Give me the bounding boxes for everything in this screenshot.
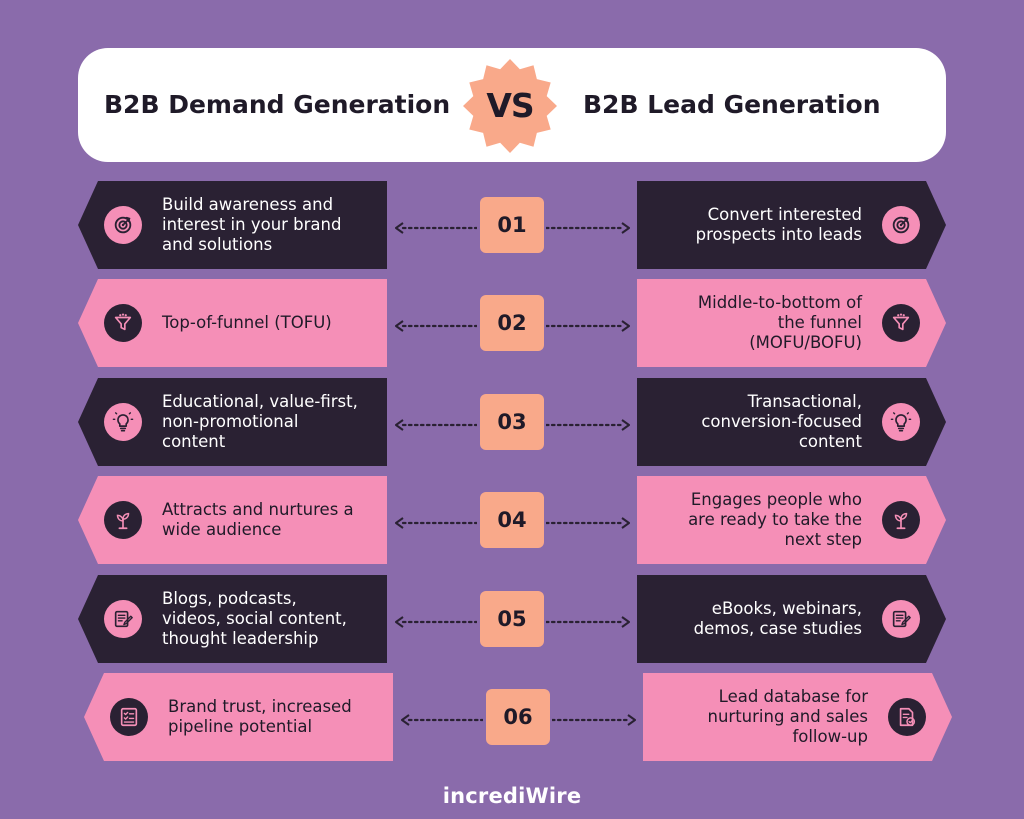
left-card-text: Top-of-funnel (TOFU)	[162, 313, 332, 333]
right-card-02: Middle-to-bottom of the funnel (MOFU/BOFU)	[637, 279, 946, 367]
connector-arrow-left	[395, 514, 479, 529]
target-icon	[882, 206, 920, 244]
vs-star-shape	[463, 59, 557, 153]
left-card-06: Brand trust, increased pipeline potential	[84, 673, 393, 761]
document-check-icon	[888, 698, 926, 736]
connector-arrow-left	[395, 613, 479, 628]
row-number-badge: 06	[486, 689, 550, 745]
card-text-line: interest in your brand	[162, 215, 342, 234]
right-card-03: Transactional, conversion-focused content	[637, 378, 946, 466]
lightbulb-icon	[104, 403, 142, 441]
left-card-text: Educational, value-first, non-promotional…	[162, 392, 358, 452]
right-card-04: Engages people who are ready to take the n…	[637, 476, 946, 564]
left-card-text: Attracts and nurtures a wide audience	[162, 500, 354, 540]
right-card-06: Lead database for nurturing and sales foll…	[643, 673, 952, 761]
left-card-text: Blogs, podcasts, videos, social content, t…	[162, 589, 347, 649]
right-card-text: eBooks, webinars, demos, case studies	[694, 599, 862, 639]
row-number-badge: 04	[480, 492, 544, 548]
card-text-line: content	[798, 432, 862, 451]
card-text-line: next step	[784, 530, 863, 549]
right-title: B2B Lead Generation	[583, 90, 881, 119]
card-text-line: Brand trust, increased	[168, 697, 352, 716]
growth-plant-icon	[104, 501, 142, 539]
right-card-text: Engages people who are ready to take the n…	[688, 490, 862, 550]
left-card-01: Build awareness and interest in your bran…	[78, 181, 387, 269]
card-text-line: and solutions	[162, 235, 273, 254]
left-card-text: Brand trust, increased pipeline potential	[168, 697, 352, 737]
left-card-02: Top-of-funnel (TOFU)	[78, 279, 387, 367]
connector-arrow-left	[395, 317, 479, 332]
left-card-05: Blogs, podcasts, videos, social content, t…	[78, 575, 387, 663]
card-text-line: Top-of-funnel (TOFU)	[162, 313, 332, 332]
left-card-text: Build awareness and interest in your bran…	[162, 195, 341, 255]
left-title: B2B Demand Generation	[104, 90, 451, 119]
lightbulb-icon	[882, 403, 920, 441]
content-edit-icon	[104, 600, 142, 638]
card-text-line: pipeline potential	[168, 717, 313, 736]
target-icon	[104, 206, 142, 244]
row-number-badge: 02	[480, 295, 544, 351]
growth-plant-icon	[882, 501, 920, 539]
funnel-icon	[882, 304, 920, 342]
left-card-04: Attracts and nurtures a wide audience	[78, 476, 387, 564]
connector-arrow-left	[401, 711, 485, 726]
card-text-line: nurturing and sales	[707, 707, 869, 726]
card-text-line: thought leadership	[162, 629, 319, 648]
comparison-header: B2B Demand Generation VS B2B Lead Genera…	[78, 48, 946, 162]
left-card-03: Educational, value-first, non-promotional…	[78, 378, 387, 466]
card-text-line: Convert interested	[707, 205, 862, 224]
card-text-line: prospects into leads	[695, 225, 862, 244]
card-text-line: Lead database for	[718, 687, 868, 706]
right-card-text: Middle-to-bottom of the funnel (MOFU/BOFU)	[698, 293, 862, 353]
funnel-icon	[104, 304, 142, 342]
connector-arrow-right	[544, 317, 630, 332]
connector-arrow-right	[544, 416, 630, 431]
checklist-icon	[110, 698, 148, 736]
card-text-line: are ready to take the	[688, 510, 862, 529]
row-number-badge: 05	[480, 591, 544, 647]
row-number-badge: 01	[480, 197, 544, 253]
card-text-line: the funnel	[777, 313, 862, 332]
card-text-line: Middle-to-bottom of	[697, 293, 862, 312]
connector-arrow-right	[544, 613, 630, 628]
card-text-line: eBooks, webinars,	[711, 599, 862, 618]
content-edit-icon	[882, 600, 920, 638]
connector-arrow-left	[395, 219, 479, 234]
card-text-line: Build awareness and	[162, 195, 334, 214]
card-text-line: content	[162, 432, 226, 451]
connector-arrow-right	[550, 711, 636, 726]
card-text-line: Engages people who	[690, 490, 862, 509]
right-card-text: Transactional, conversion-focused content	[701, 392, 862, 452]
card-text-line: demos, case studies	[693, 619, 862, 638]
card-text-line: Attracts and nurtures a	[162, 500, 354, 519]
card-text-line: wide audience	[162, 520, 282, 539]
card-text-line: videos, social content,	[162, 609, 347, 628]
connector-arrow-right	[544, 514, 630, 529]
right-card-text: Lead database for nurturing and sales foll…	[708, 687, 869, 747]
vs-badge: VS	[462, 58, 558, 154]
row-number-badge: 03	[480, 394, 544, 450]
incrediwire-logo: incrediWire	[442, 784, 582, 808]
right-card-05: eBooks, webinars, demos, case studies	[637, 575, 946, 663]
card-text-line: Transactional,	[747, 392, 862, 411]
vs-label: VS	[486, 86, 534, 125]
card-text-line: conversion-focused	[701, 412, 862, 431]
right-card-01: Convert interested prospects into leads	[637, 181, 946, 269]
card-text-line: Blogs, podcasts,	[162, 589, 297, 608]
card-text-line: non-promotional	[162, 412, 299, 431]
connector-arrow-left	[395, 416, 479, 431]
card-text-line: follow-up	[792, 727, 868, 746]
connector-arrow-right	[544, 219, 630, 234]
right-card-text: Convert interested prospects into leads	[696, 205, 862, 245]
card-text-line: (MOFU/BOFU)	[749, 333, 862, 352]
card-text-line: Educational, value-first,	[162, 392, 358, 411]
